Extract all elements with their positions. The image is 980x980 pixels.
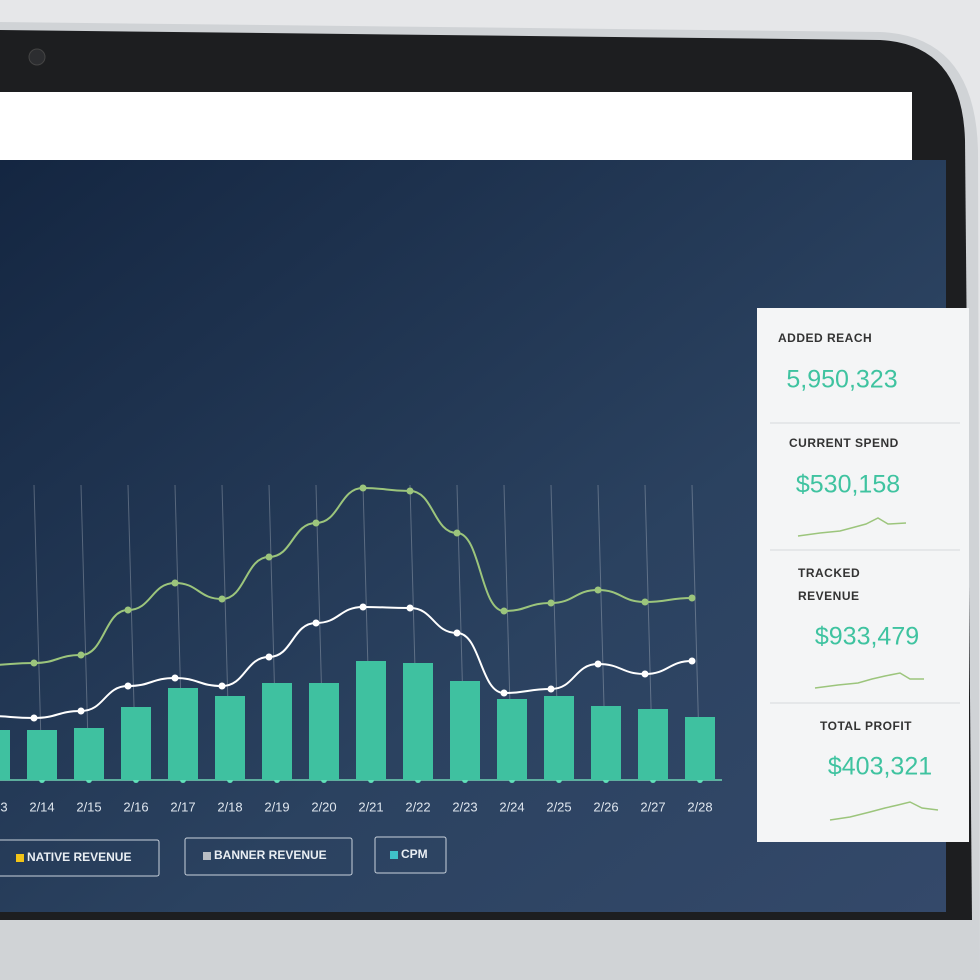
bar xyxy=(403,663,433,780)
line-point xyxy=(500,607,508,615)
line-point xyxy=(406,604,414,612)
line-point xyxy=(594,586,602,594)
stats-panel: ADDED REACH 5,950,323 CURRENT SPEND $530… xyxy=(757,308,969,842)
bar xyxy=(591,706,621,780)
line-point xyxy=(218,682,226,690)
line-point xyxy=(688,657,696,665)
x-tick-label: 2/28 xyxy=(687,799,712,814)
x-tick-label: 2/27 xyxy=(640,799,665,814)
stat-value: $403,321 xyxy=(828,753,932,781)
legend-label: BANNER REVENUE xyxy=(214,848,327,862)
stat-value: 5,950,323 xyxy=(786,366,897,394)
stat-value: $530,158 xyxy=(796,471,900,499)
line-point xyxy=(30,659,38,667)
panel xyxy=(757,308,969,842)
line-point xyxy=(453,629,461,637)
line-point xyxy=(218,595,226,603)
stat-value: $933,479 xyxy=(815,623,919,651)
legend: NATIVE REVENUE BANNER REVENUE CPM xyxy=(0,836,447,877)
x-tick-label: 2/16 xyxy=(123,799,148,814)
x-tick-label: 2/21 xyxy=(358,799,383,814)
x-tick-label: 2/14 xyxy=(29,799,54,814)
x-tick-label: 2/20 xyxy=(311,799,336,814)
line-point xyxy=(265,653,273,661)
line-point xyxy=(312,619,320,627)
line-point xyxy=(77,651,85,659)
bar xyxy=(74,728,104,780)
sparkline xyxy=(814,672,924,689)
bar xyxy=(121,707,151,780)
x-tick-label: 2/15 xyxy=(76,799,101,814)
legend-swatch xyxy=(16,854,24,862)
stat-label: CURRENT SPEND xyxy=(789,436,899,450)
x-tick-label: 2/23 xyxy=(452,799,477,814)
line-point xyxy=(124,682,132,690)
line-point xyxy=(688,594,696,602)
top-bar xyxy=(0,92,912,162)
line-point xyxy=(641,598,649,606)
line-point xyxy=(547,685,555,693)
bar xyxy=(450,681,480,780)
line-point xyxy=(594,660,602,668)
legend-button[interactable] xyxy=(184,837,353,876)
line-point xyxy=(500,689,508,697)
line-point xyxy=(406,487,414,495)
line-point xyxy=(547,599,555,607)
bar xyxy=(27,730,57,780)
x-tick-label: 2/17 xyxy=(170,799,195,814)
chart: 2/13 2/14 2/15 2/16 2/17 2/18 2/19 2/20 2/21 2/22… xyxy=(0,484,722,814)
legend-label: NATIVE REVENUE xyxy=(27,850,131,864)
sparkline xyxy=(797,517,907,537)
line-point xyxy=(171,579,179,587)
line-point xyxy=(359,603,367,611)
legend-label: CPM xyxy=(401,847,428,861)
stat-label-box: TRACKED REVENUE xyxy=(798,566,861,603)
line-series xyxy=(0,605,693,720)
bar xyxy=(309,683,339,780)
bar xyxy=(215,696,245,780)
bar xyxy=(497,699,527,780)
legend-swatch xyxy=(390,851,398,859)
line-point xyxy=(312,519,320,527)
line-point xyxy=(265,553,273,561)
camera xyxy=(28,48,46,66)
sparkline xyxy=(829,801,939,821)
x-tick-label: 2/19 xyxy=(264,799,289,814)
legend-button[interactable] xyxy=(0,839,160,877)
x-tick-label: 2/26 xyxy=(593,799,618,814)
legend-button[interactable] xyxy=(374,836,447,874)
bar xyxy=(638,709,668,780)
legend-swatch xyxy=(203,852,211,860)
stat-label: TOTAL PROFIT xyxy=(820,719,912,733)
line-series xyxy=(0,486,693,666)
bar xyxy=(168,688,198,780)
stat-label: ADDED REACH xyxy=(778,331,872,345)
line-point xyxy=(77,707,85,715)
line-point xyxy=(641,670,649,678)
x-tick-label: 2/22 xyxy=(405,799,430,814)
x-tick-label: 2/24 xyxy=(499,799,524,814)
stat-label: TRACKED REVENUE xyxy=(798,566,861,603)
line-point xyxy=(171,674,179,682)
line-point xyxy=(359,484,367,492)
x-tick-label: 2/13 xyxy=(0,799,8,814)
line-point xyxy=(30,714,38,722)
line-point xyxy=(453,529,461,537)
bar xyxy=(262,683,292,780)
bar xyxy=(356,661,386,780)
x-tick-label: 2/18 xyxy=(217,799,242,814)
x-tick-label: 2/25 xyxy=(546,799,571,814)
bar xyxy=(544,696,574,780)
bar xyxy=(685,717,715,780)
bar xyxy=(0,730,10,780)
line-point xyxy=(124,606,132,614)
